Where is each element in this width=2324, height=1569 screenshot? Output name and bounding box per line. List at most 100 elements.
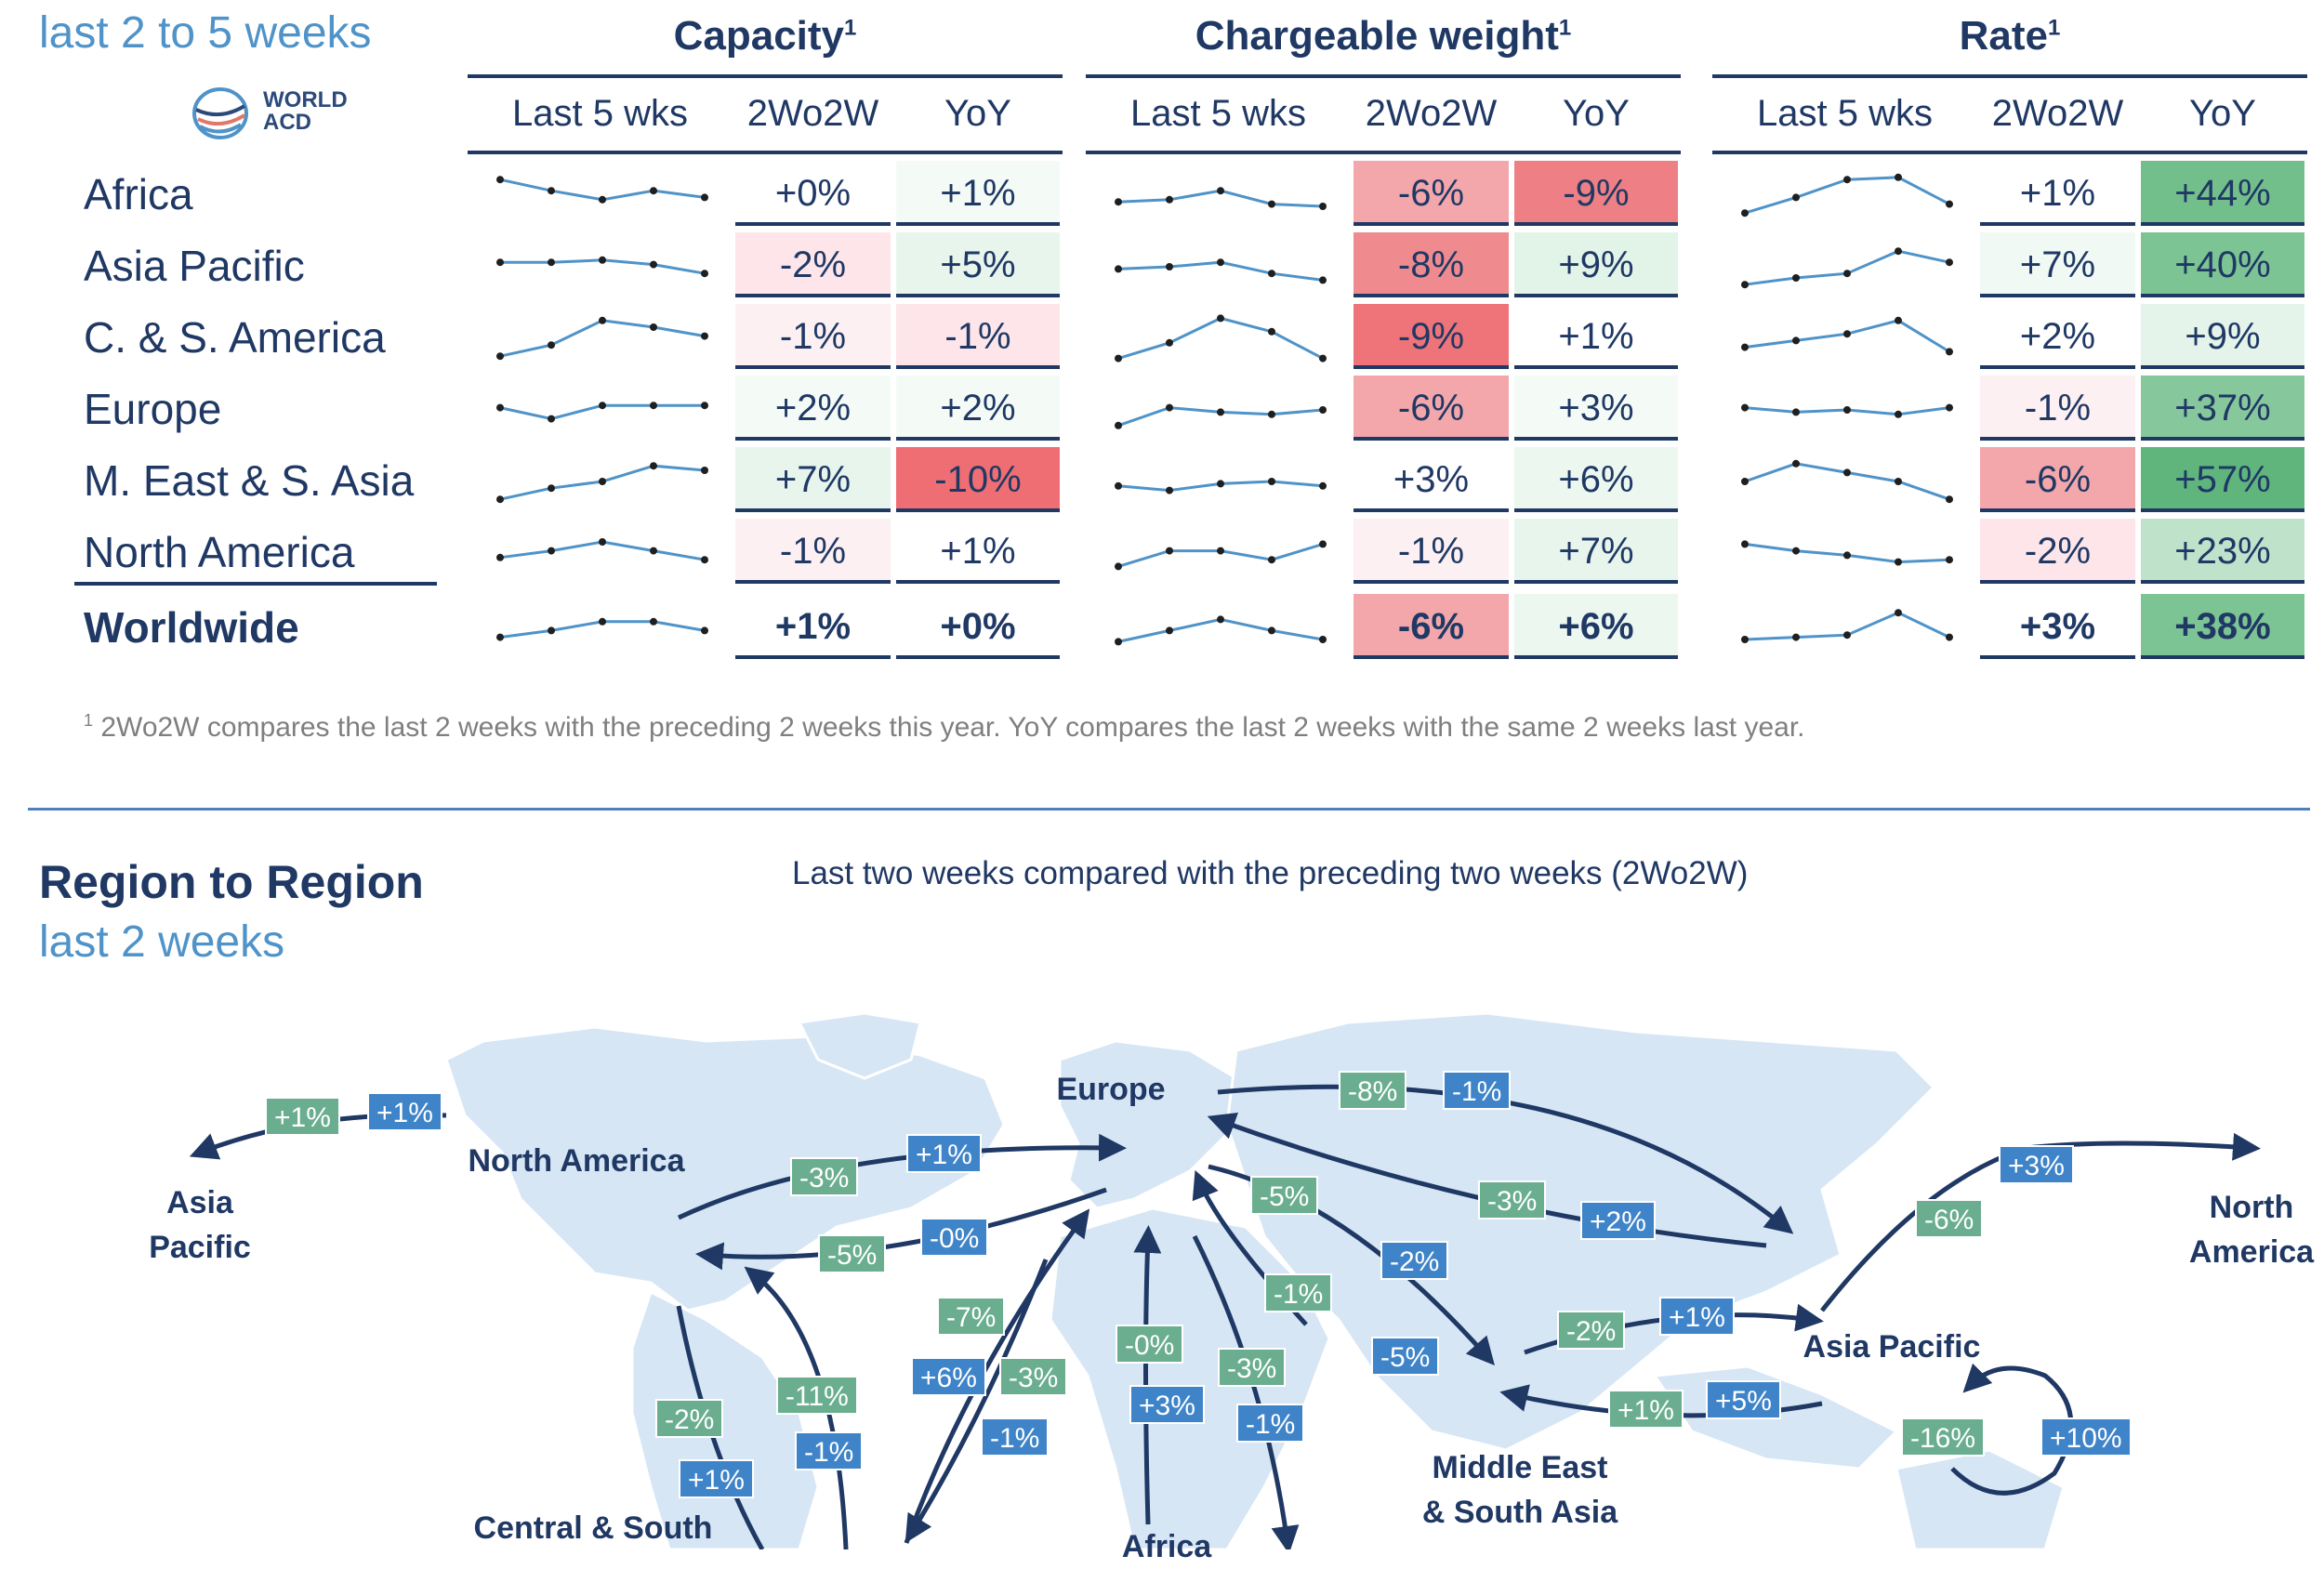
sparkline-point xyxy=(1217,258,1224,267)
flow-badge: -5% xyxy=(1371,1337,1440,1376)
section-title: Region to Region xyxy=(39,856,424,908)
sparkline-point xyxy=(1946,403,1953,412)
sparkline-point xyxy=(1319,636,1327,643)
map-label-line: Asia xyxy=(166,1185,233,1220)
group-title-text: Rate xyxy=(1959,13,2048,59)
cell-2wo2w-rate: -2% xyxy=(1980,519,2135,584)
cell-yoy-rate: +57% xyxy=(2141,447,2304,512)
flow-badge: -1% xyxy=(1443,1071,1512,1110)
flow-badge: -5% xyxy=(1250,1176,1319,1215)
sparkline-rate xyxy=(1741,173,1953,218)
flow-badge: +1% xyxy=(367,1092,442,1131)
sparkline-point xyxy=(1217,408,1224,416)
cell-yoy-rate: +37% xyxy=(2141,376,2304,441)
sparkline-point xyxy=(701,193,708,202)
cell-2wo2w-capacity: -1% xyxy=(735,519,891,584)
group-title-text: Capacity xyxy=(673,13,845,59)
sparkline-capacity xyxy=(496,316,708,361)
sparkline-rate xyxy=(1741,540,1953,566)
cell-2wo2w-rate: +1% xyxy=(1980,161,2135,226)
sparkline-point xyxy=(701,626,708,635)
cell-2wo2w-weight: -8% xyxy=(1353,232,1509,297)
sparkline-point xyxy=(1166,626,1173,635)
sparkline-point xyxy=(599,402,606,410)
cell-2wo2w-capacity: +0% xyxy=(735,161,891,226)
flow-badge: -1% xyxy=(1236,1404,1305,1443)
flow-badge: -16% xyxy=(1901,1417,1986,1457)
sparkline-point xyxy=(1217,314,1224,323)
header-rule xyxy=(1086,151,1681,154)
cell-yoy-capacity: +2% xyxy=(896,376,1060,441)
sparkline-point xyxy=(599,538,606,546)
region-label: Europe xyxy=(84,385,222,433)
sparkline-weight xyxy=(1115,314,1327,363)
sparkline-point xyxy=(1319,276,1327,284)
footnote-marker: 1 xyxy=(84,711,94,730)
map-label-north-america: North America xyxy=(468,1143,685,1179)
sparkline-point xyxy=(1843,270,1851,278)
column-header: 2Wo2W xyxy=(1991,93,2124,134)
header-rule xyxy=(1712,151,2307,154)
flow-badge: -2% xyxy=(655,1399,724,1438)
sparkline-point xyxy=(1843,468,1851,477)
sparkline-point xyxy=(1741,636,1749,643)
cell-yoy-capacity: +0% xyxy=(896,594,1060,659)
flow-badge: -7% xyxy=(937,1297,1006,1336)
cell-yoy-weight: +3% xyxy=(1514,376,1678,441)
flow-badge: -0% xyxy=(920,1218,989,1257)
map-label-north-america-right: North America xyxy=(2066,1185,2324,1274)
cell-yoy-rate: +9% xyxy=(2141,304,2304,369)
map-label-middle-east: Middle East & South Asia xyxy=(1334,1445,1706,1535)
flow-badge: -1% xyxy=(795,1431,864,1470)
footnote-text: 2Wo2W compares the last 2 weeks with the… xyxy=(100,712,1805,743)
flow-badge: -2% xyxy=(1380,1241,1449,1280)
cell-yoy-capacity: +1% xyxy=(896,161,1060,226)
group-title-capacity: Capacity1 xyxy=(468,13,1063,59)
sparkline-rate xyxy=(1741,459,1953,504)
sparkline-point xyxy=(599,478,606,485)
cell-2wo2w-rate: -6% xyxy=(1980,447,2135,512)
sparkline-capacity xyxy=(496,538,708,564)
cell-2wo2w-weight: -1% xyxy=(1353,519,1509,584)
flow-arrow-europe-to-na xyxy=(695,1187,1107,1271)
section-subtitle: last 2 weeks xyxy=(39,917,285,967)
group-rule xyxy=(468,74,1063,78)
sparkline-point xyxy=(650,260,657,269)
flow-arrow-europe-to-csa xyxy=(905,1259,1049,1544)
cell-2wo2w-capacity: -2% xyxy=(735,232,891,297)
cell-yoy-weight: +6% xyxy=(1514,594,1678,659)
sparkline-capacity xyxy=(496,402,708,423)
cell-yoy-rate: +44% xyxy=(2141,161,2304,226)
flow-badge: -1% xyxy=(981,1417,1050,1457)
sparkline-point xyxy=(1319,406,1327,414)
flow-badge: -11% xyxy=(776,1376,858,1415)
footnote-marker: 1 xyxy=(2048,15,2061,41)
logo-text-line: WORLD xyxy=(263,87,348,112)
sparkline-point xyxy=(1741,478,1749,485)
sparkline-point xyxy=(1319,481,1327,490)
cell-yoy-weight: +9% xyxy=(1514,232,1678,297)
flow-badge: -3% xyxy=(999,1357,1068,1396)
flow-arrow-na-to-csa xyxy=(676,1305,765,1549)
sparkline-point xyxy=(1217,547,1224,555)
sparkline-point xyxy=(599,256,606,264)
sparkline-capacity xyxy=(496,462,708,504)
sparkline-point xyxy=(701,402,708,410)
sparkline-point xyxy=(548,187,555,195)
sparkline-point xyxy=(1741,343,1749,351)
flow-arrow-europe-to-mesa xyxy=(1208,1164,1495,1365)
sparkline-point xyxy=(1115,562,1122,571)
flow-badge: +10% xyxy=(2040,1417,2132,1457)
cell-2wo2w-rate: +2% xyxy=(1980,304,2135,369)
sparkline-point xyxy=(650,187,657,195)
sparkline-rate xyxy=(1741,316,1953,356)
cell-yoy-rate: +40% xyxy=(2141,232,2304,297)
flow-arrow-na-to-europe xyxy=(677,1133,1127,1220)
cell-yoy-capacity: +1% xyxy=(896,519,1060,584)
sparkline-point xyxy=(1319,203,1327,210)
column-header: Last 5 wks xyxy=(1757,93,1933,134)
sparkline-point xyxy=(650,323,657,331)
map-label-line: & South Asia xyxy=(1421,1495,1618,1530)
sparkline-point xyxy=(1115,481,1122,490)
